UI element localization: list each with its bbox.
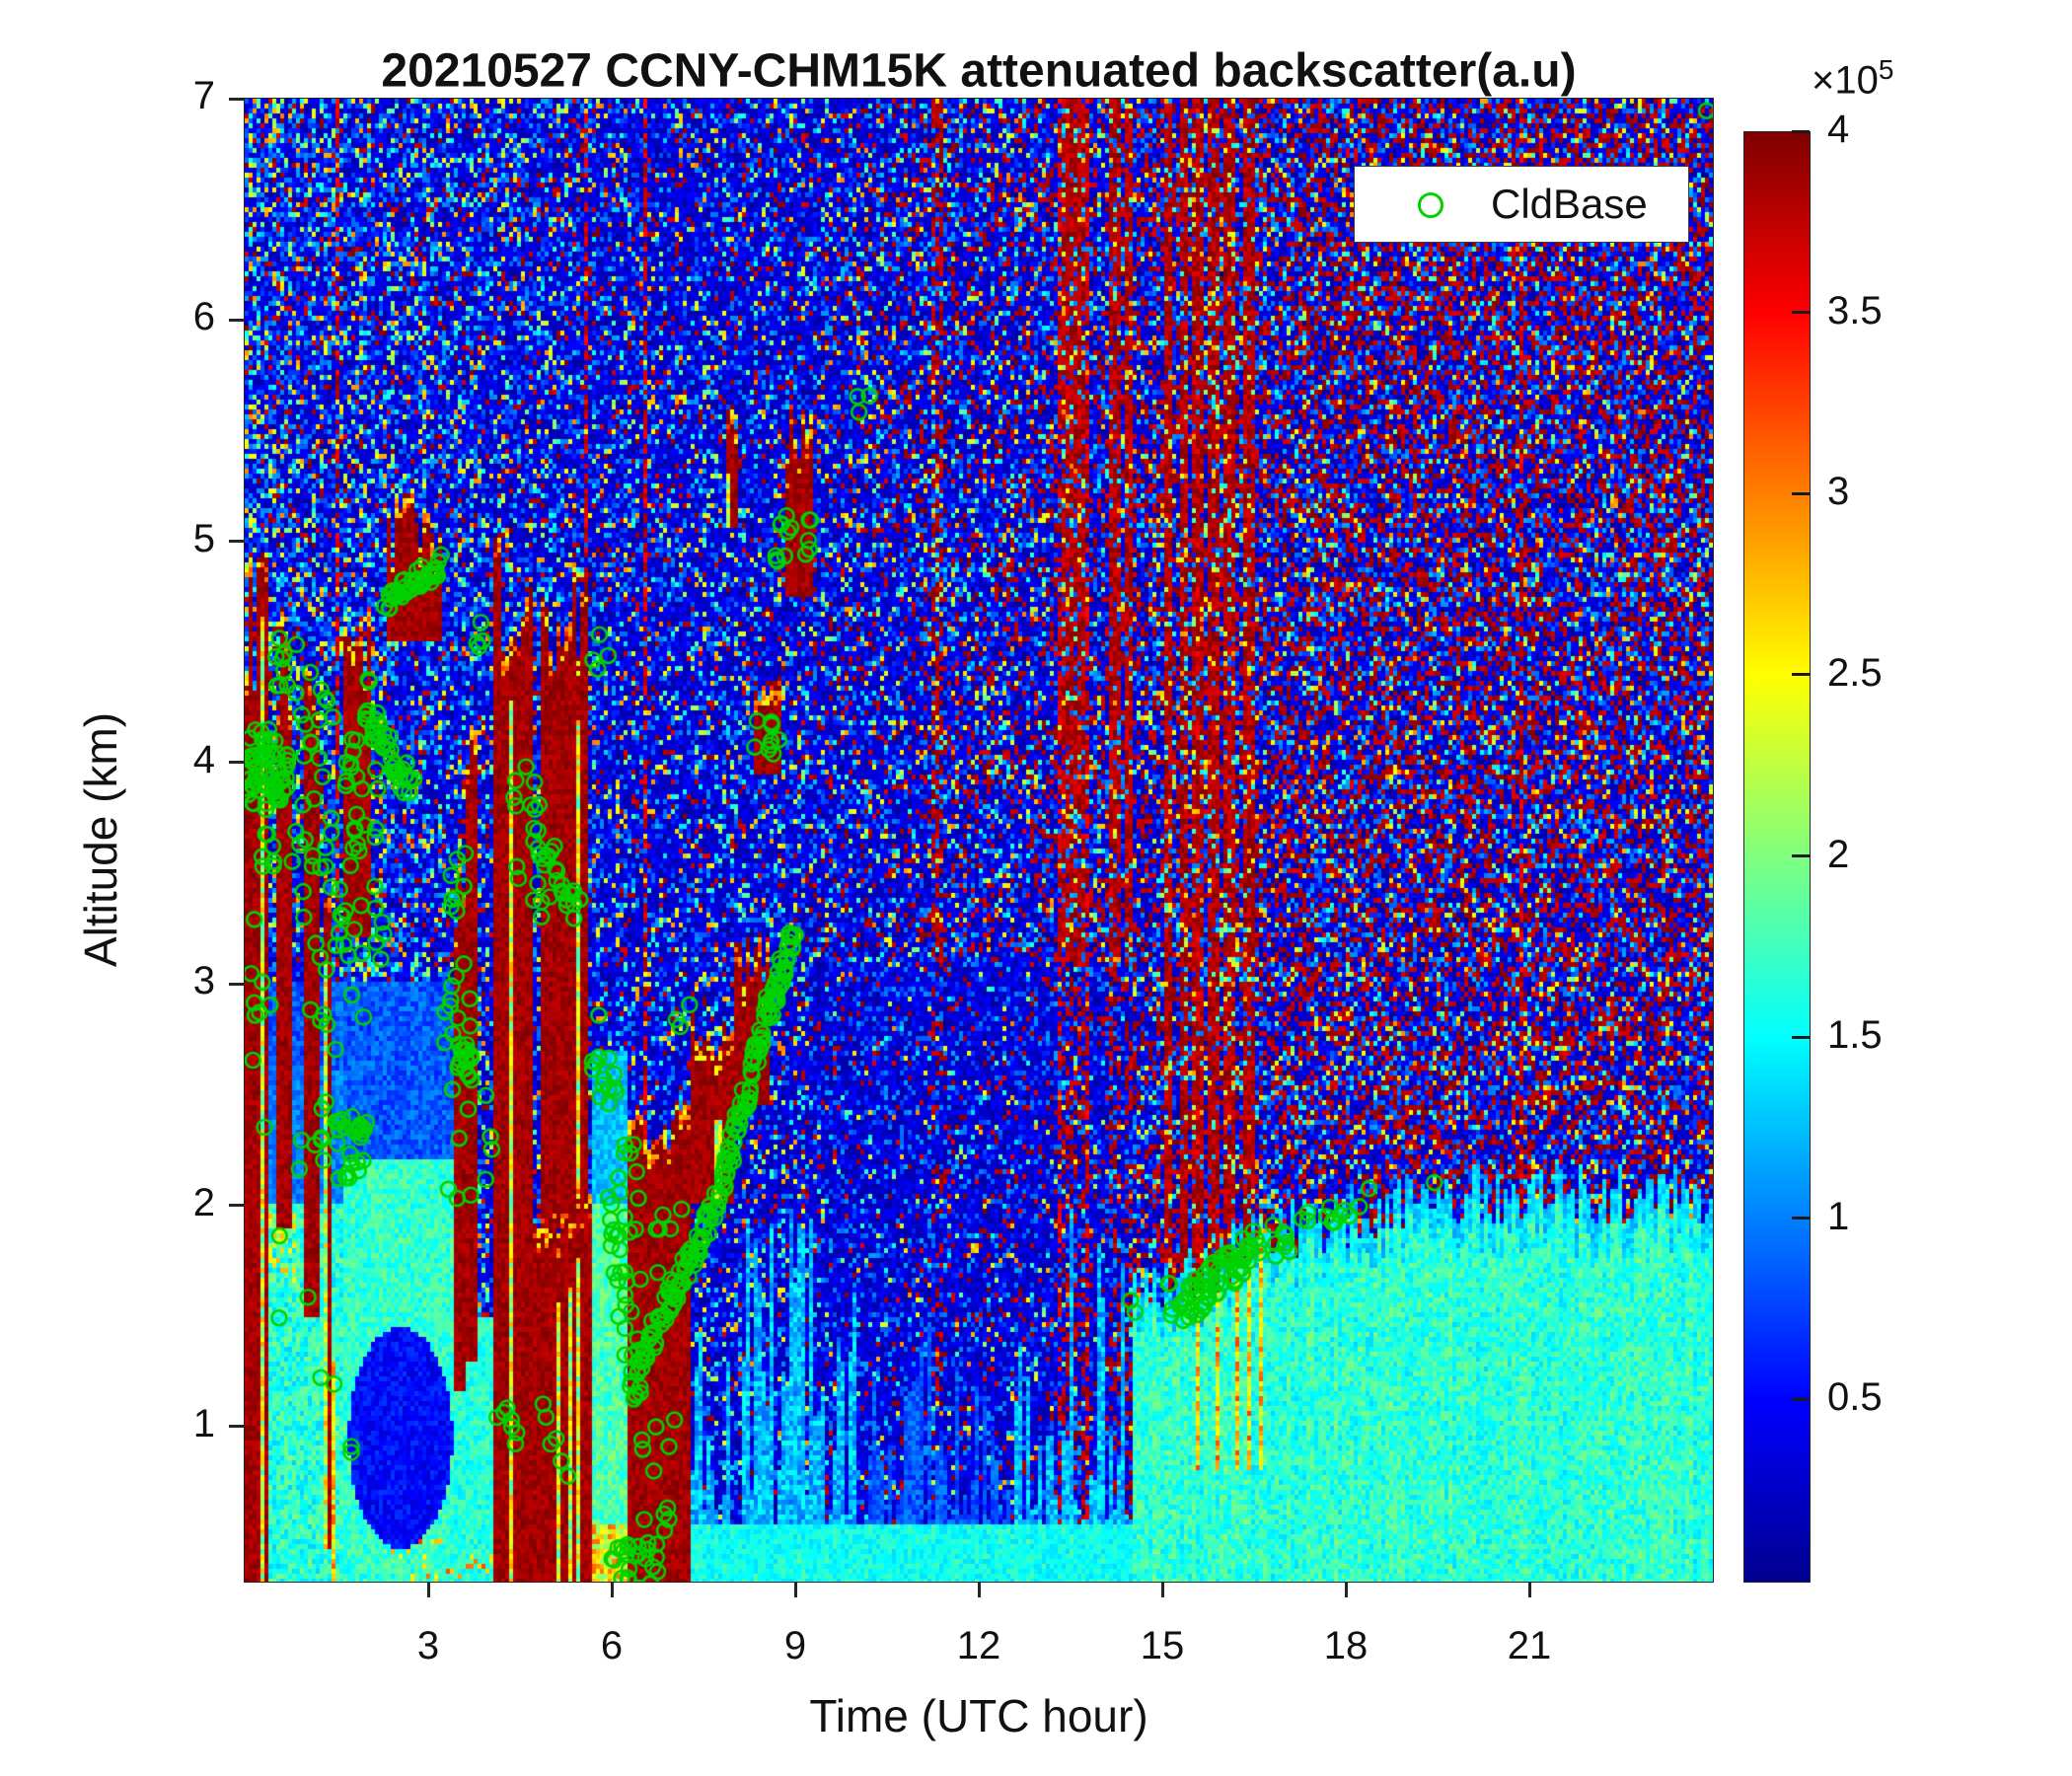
x-tick-label: 15 xyxy=(1140,1624,1185,1667)
x-tick-mark xyxy=(977,1583,981,1597)
legend[interactable]: CldBase xyxy=(1354,166,1689,243)
colorbar-tick-mark xyxy=(1792,1217,1810,1221)
colorbar-tick-mark xyxy=(1792,491,1810,495)
x-axis-label: Time (UTC hour) xyxy=(809,1690,1148,1741)
y-tick-label: 3 xyxy=(192,959,215,1003)
colorbar-tick-label: 4 xyxy=(1827,108,1850,151)
colorbar-exponent: ×105 xyxy=(1812,54,1894,103)
y-axis-label: Altitude (km) xyxy=(75,711,126,968)
colorbar-tick-label: 2 xyxy=(1827,832,1850,876)
cldbase-marker-icon xyxy=(1418,192,1443,218)
x-tick-label: 6 xyxy=(600,1624,624,1667)
colorbar-tick-mark xyxy=(1792,1035,1810,1039)
chart-title: 20210527 CCNY-CHM15K attenuated backscat… xyxy=(381,44,1577,98)
x-tick-label: 9 xyxy=(783,1624,807,1667)
x-tick-mark xyxy=(610,1583,614,1597)
colorbar-tick-mark xyxy=(1792,129,1810,133)
colorbar-tick-label: 3 xyxy=(1827,470,1850,514)
x-tick-label: 18 xyxy=(1323,1624,1369,1667)
x-tick-label: 3 xyxy=(416,1624,440,1667)
y-tick-label: 5 xyxy=(192,516,215,560)
y-tick-mark xyxy=(229,1204,244,1208)
legend-label: CldBase xyxy=(1491,181,1648,227)
y-tick-label: 1 xyxy=(192,1401,215,1445)
x-tick-mark xyxy=(1344,1583,1348,1597)
y-tick-label: 4 xyxy=(192,737,215,781)
y-tick-label: 2 xyxy=(192,1180,215,1224)
colorbar-tick-mark xyxy=(1792,854,1810,857)
y-tick-mark xyxy=(229,540,244,544)
plot-area xyxy=(244,98,1714,1583)
y-tick-label: 7 xyxy=(192,74,215,117)
x-tick-mark xyxy=(793,1583,797,1597)
y-tick-label: 6 xyxy=(192,295,215,339)
y-tick-mark xyxy=(229,318,244,322)
x-tick-mark xyxy=(1160,1583,1164,1597)
colorbar-tick-mark xyxy=(1792,311,1810,315)
colorbar-tick-label: 1.5 xyxy=(1827,1013,1883,1058)
x-tick-mark xyxy=(1527,1583,1531,1597)
colorbar-tick-label: 0.5 xyxy=(1827,1375,1883,1420)
x-tick-mark xyxy=(426,1583,430,1597)
x-tick-label: 21 xyxy=(1507,1624,1552,1667)
y-tick-mark xyxy=(229,761,244,765)
y-tick-mark xyxy=(229,97,244,101)
colorbar-tick-label: 2.5 xyxy=(1827,650,1883,695)
y-tick-mark xyxy=(229,1425,244,1429)
colorbar-tick-label: 3.5 xyxy=(1827,288,1883,333)
heatmap-canvas xyxy=(245,99,1713,1582)
x-tick-label: 12 xyxy=(956,1624,1001,1667)
y-tick-mark xyxy=(229,982,244,986)
colorbar-tick-label: 1 xyxy=(1827,1194,1850,1238)
colorbar-tick-mark xyxy=(1792,1397,1810,1401)
colorbar-tick-mark xyxy=(1792,673,1810,677)
